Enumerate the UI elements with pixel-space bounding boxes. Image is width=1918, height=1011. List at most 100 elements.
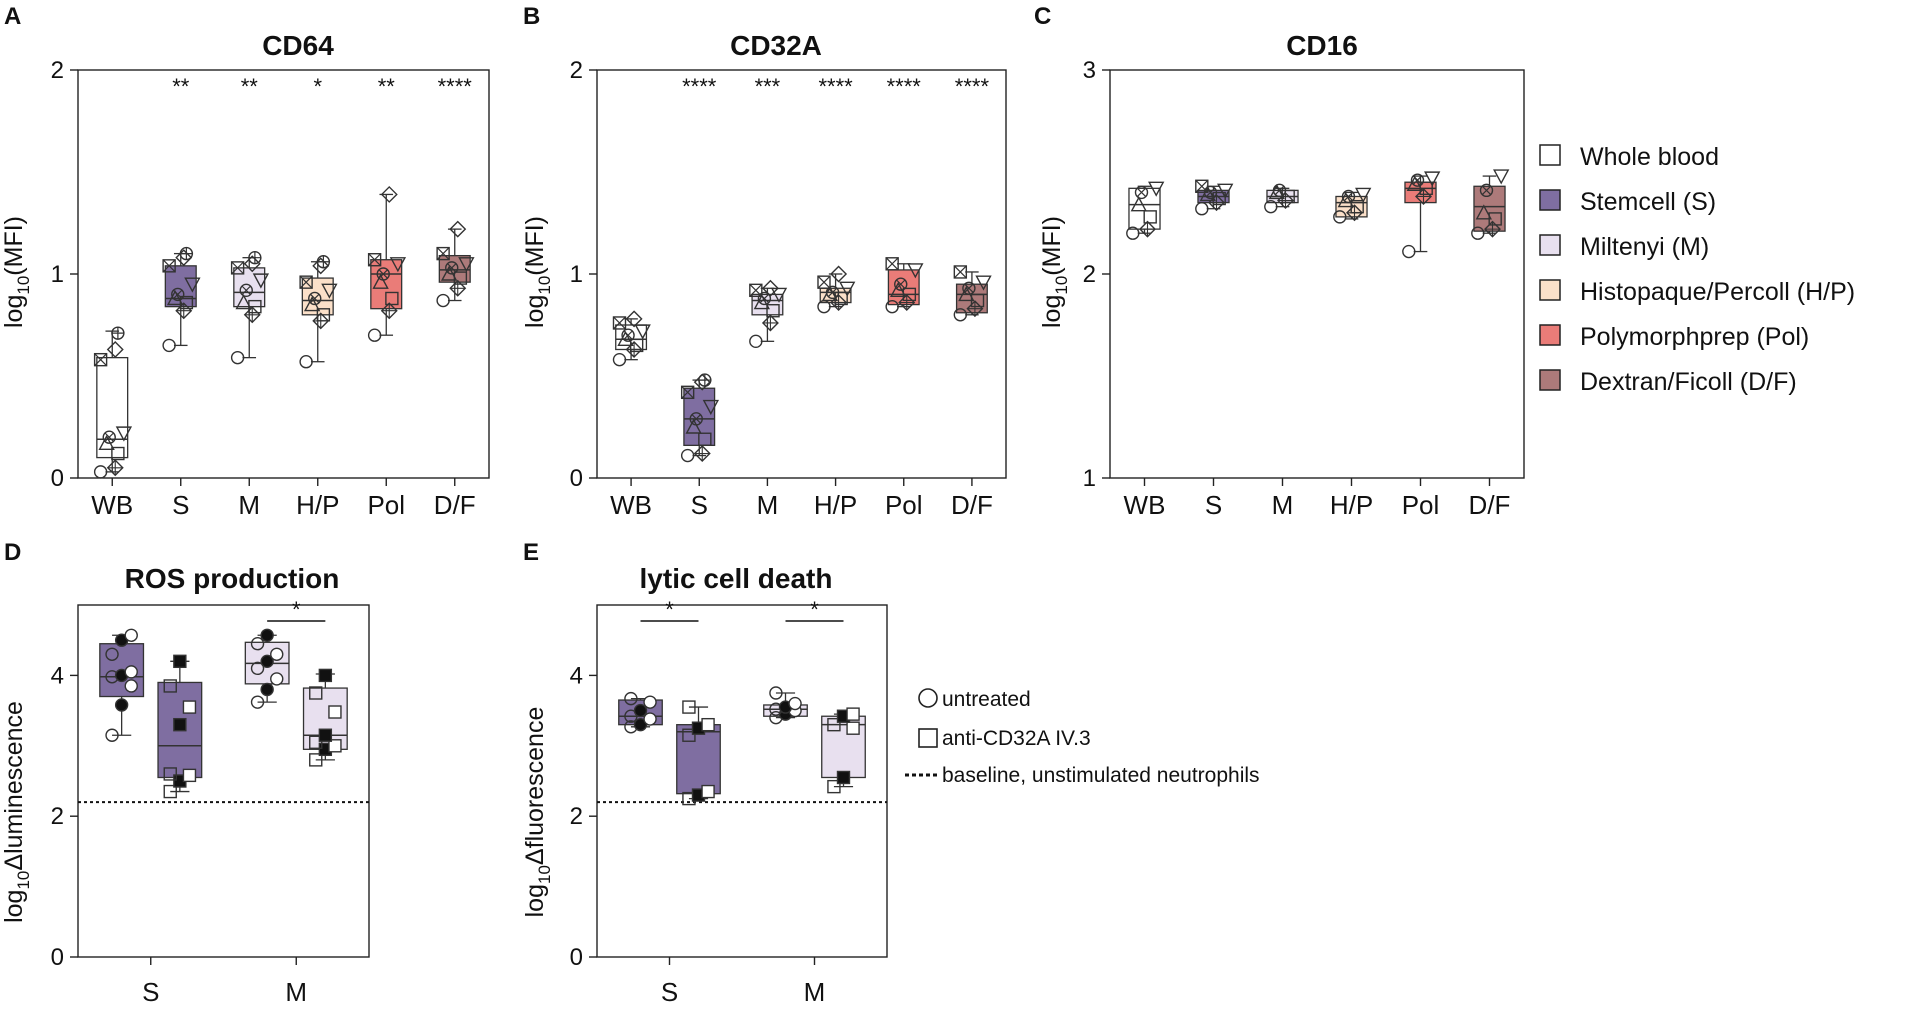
panel-c-point (1130, 196, 1147, 212)
panel-a-ytick-label: 0 (51, 465, 64, 492)
panel-c-point-cross (1485, 221, 1500, 237)
panel-a-point (458, 257, 475, 273)
panel-d-point (163, 767, 177, 781)
group-legend: Whole blood Stemcell (S) Miltenyi (M) Hi… (1539, 143, 1855, 396)
panel-d-point (309, 753, 323, 767)
panel-b-point-cross (749, 283, 763, 297)
panel-a-point-cross (104, 432, 114, 442)
panel-c-point (1264, 199, 1278, 214)
panel-d: D ROS production log10Δluminescence 0 2 4 S… (0, 539, 370, 1007)
panel-c-y-label: log10(MFI) (1038, 216, 1071, 328)
panel-b-xtick-label: WB (610, 490, 652, 520)
panel-c-xtick-label: D/F (1469, 490, 1511, 520)
panel-c-xtick-label: WB (1124, 490, 1166, 520)
panel-a-point (230, 261, 245, 275)
panel-c-ytick-label: 2 (1083, 261, 1096, 288)
panel-a-plot-frame (77, 69, 490, 479)
panel-c-xtick-label: H/P (1330, 490, 1373, 520)
legend-swatch-whole-blood (1539, 144, 1561, 166)
panel-d-ytick-label: 2 (51, 803, 64, 830)
panel-d-point (163, 679, 177, 693)
legend-item-stemcell: Stemcell (S) (1539, 188, 1716, 216)
panel-e-point (788, 696, 802, 711)
panel-b-point-cross (967, 301, 983, 317)
panel-a-point (316, 308, 331, 322)
panel-d-point (250, 661, 265, 676)
panel-a-point-cross (317, 255, 330, 268)
legend-marker-anti-cd32a (918, 728, 938, 748)
panel-b-point (830, 265, 848, 283)
legend-label-untreated: untreated (942, 688, 1031, 711)
legend-label-whole-blood: Whole blood (1580, 143, 1719, 171)
panel-d-xtick-label: S (142, 977, 159, 1007)
panel-a-point (308, 291, 322, 306)
panel-b-point (825, 285, 840, 300)
panel-d-point (105, 728, 119, 742)
panel-a-point (372, 273, 389, 289)
panel-b-point (680, 448, 695, 463)
panel-c-point (1355, 187, 1372, 203)
panel-d-point (250, 637, 265, 651)
panel-b-point (698, 432, 712, 446)
panel-c-point-cross (1412, 175, 1423, 185)
panel-a-point-cross (447, 263, 457, 273)
panel-d-point (260, 654, 274, 669)
panel-b-point-cross (691, 414, 701, 424)
panel-d-point (309, 686, 323, 700)
panel-a-point (252, 273, 270, 289)
panel-a-point (380, 185, 398, 203)
panel-d-point (124, 665, 138, 679)
legend-label-baseline: baseline, unstimulated neutrophils (942, 764, 1260, 787)
panel-a-point-cross (107, 460, 123, 476)
panel-b-point (612, 316, 627, 330)
panel-a-significance: ** (172, 74, 190, 99)
panel-c-ytick-label: 3 (1083, 57, 1096, 84)
panel-b-point-cross (626, 341, 642, 357)
panel-e-significance: * (665, 597, 674, 622)
panel-c-plot-frame (1109, 69, 1525, 479)
panel-a-point (436, 293, 450, 308)
panel-a-point (115, 426, 133, 442)
panel-letter-c: C (1034, 3, 1051, 30)
panel-c-ytick-label: 1 (1083, 465, 1096, 492)
panel-c-point (1410, 173, 1425, 187)
legend-item-miltenyi: Miltenyi (M) (1539, 233, 1709, 261)
panel-a-point (385, 291, 399, 306)
panel-c-point (1217, 183, 1234, 199)
panel-a-xtick-label: Pol (367, 490, 405, 520)
panel-b-point (770, 287, 788, 303)
panel-b-xtick-label: Pol (885, 490, 923, 520)
panel-e-ytick-label: 4 (570, 662, 583, 689)
panel-e-xtick-label: S (661, 977, 678, 1007)
panel-b-point (749, 334, 763, 349)
panel-c-xtick-label: Pol (1402, 490, 1440, 520)
panel-d-point (260, 628, 274, 642)
panel-a-point-cross (180, 247, 193, 260)
panel-c-xtick-label: S (1205, 490, 1222, 520)
panel-c-point (1148, 181, 1165, 197)
panel-a-point (449, 220, 467, 238)
panel-b-point-cross (885, 257, 899, 271)
panel-b-point (685, 418, 702, 434)
panel-d-point (124, 679, 138, 693)
panel-d-point (182, 768, 197, 783)
panel-b-point-cross (817, 275, 831, 289)
panel-a-point (102, 430, 116, 444)
panel-e-point (701, 717, 715, 732)
legend-swatch-polymorphprep (1539, 324, 1561, 346)
legend-label-anti-cd32a: anti-CD32A IV.3 (942, 727, 1091, 750)
legend-label-miltenyi: Miltenyi (M) (1580, 233, 1709, 261)
panel-a-point (436, 246, 450, 261)
panel-a-significance: * (313, 74, 322, 99)
panel-a-point (93, 465, 108, 479)
panel-a-point-cross (173, 289, 183, 300)
panel-e-point (827, 717, 841, 732)
panel-b-point (689, 412, 703, 426)
legend-label-histopaque-percoll: Histopaque/Percoll (H/P) (1580, 278, 1855, 306)
panel-a-point-cross (368, 253, 382, 267)
panel-b-point-cross (623, 330, 633, 340)
legend-marker-untreated (918, 688, 938, 708)
panel-c-point (1143, 210, 1157, 224)
panel-e-plot-frame (596, 604, 888, 958)
